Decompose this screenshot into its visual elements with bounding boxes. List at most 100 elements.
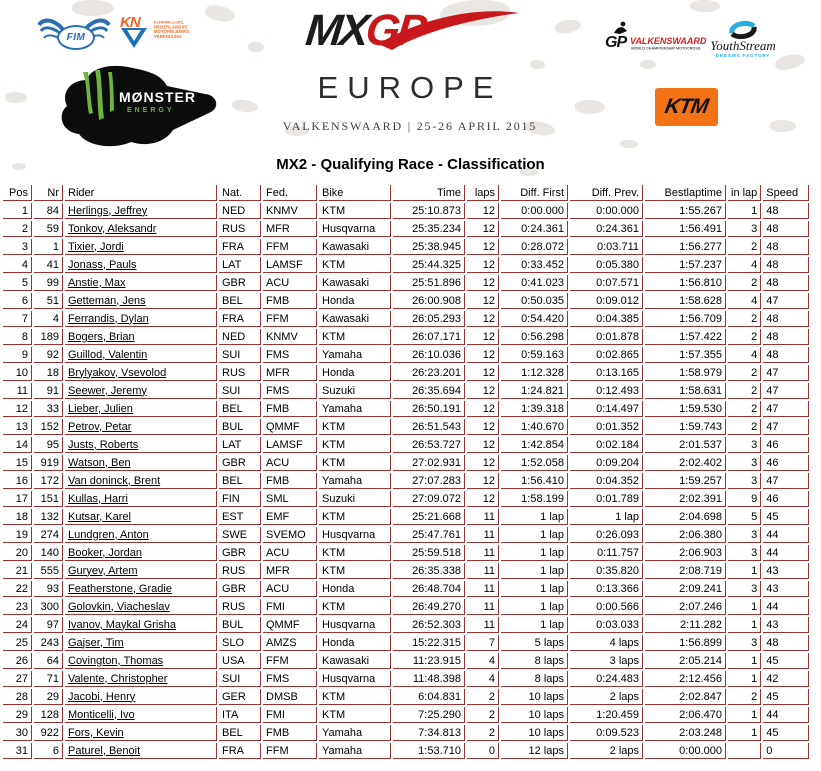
cell-bestlaptime: 2:01.537	[645, 437, 726, 453]
cell-nr: 189	[34, 329, 63, 345]
table-row: 4 41 Jonass, Pauls LAT LAMSF KTM 25:44.325 12 0:…	[3, 257, 810, 273]
cell-fed: ACU	[263, 581, 317, 597]
cell-diff-prev: 0:26.093	[570, 527, 643, 543]
cell-bestlaptime: 2:11.282	[645, 617, 726, 633]
column-header-bike: Bike	[319, 185, 391, 201]
cell-rider[interactable]: Monticelli, Ivo	[65, 707, 217, 723]
cell-rider[interactable]: Gajser, Tim	[65, 635, 217, 651]
cell-speed: 0	[763, 743, 810, 759]
ktm-logo-icon: KTM	[655, 88, 718, 126]
cell-rider[interactable]: Brylyakov, Vsevolod	[65, 365, 217, 381]
cell-bestlaptime: 2:12.456	[645, 671, 726, 687]
cell-nr: 274	[34, 527, 63, 543]
cell-bike: KTM	[319, 545, 391, 561]
cell-rider[interactable]: Ferrandis, Dylan	[65, 311, 217, 327]
cell-diff-prev: 0:13.366	[570, 581, 643, 597]
cell-rider[interactable]: Jacobi, Henry	[65, 689, 217, 705]
cell-bike: Suzuki	[319, 383, 391, 399]
table-row: 1 84 Herlings, Jeffrey NED KNMV KTM 25:10.873 1…	[3, 203, 810, 219]
cell-time: 25:35.234	[393, 221, 465, 237]
cell-fed: FMS	[263, 383, 317, 399]
cell-rider[interactable]: Tonkov, Aleksandr	[65, 221, 217, 237]
column-header-rider: Rider	[65, 185, 217, 201]
cell-time: 26:50.191	[393, 401, 465, 417]
cell-rider[interactable]: Herlings, Jeffrey	[65, 203, 217, 219]
cell-bike: KTM	[319, 707, 391, 723]
cell-rider[interactable]: Kutsar, Karel	[65, 509, 217, 525]
cell-rider[interactable]: Covington, Thomas	[65, 653, 217, 669]
cell-laps: 12	[467, 419, 499, 435]
cell-rider[interactable]: Petrov, Petar	[65, 419, 217, 435]
cell-rider[interactable]: Ivanov, Maykal Grisha	[65, 617, 217, 633]
cell-laps: 12	[467, 347, 499, 363]
cell-pos: 8	[3, 329, 32, 345]
cell-nr: 93	[34, 581, 63, 597]
cell-rider[interactable]: Getteman, Jens	[65, 293, 217, 309]
cell-nr: 128	[34, 707, 63, 723]
cell-rider[interactable]: Van doninck, Brent	[65, 473, 217, 489]
cell-speed: 47	[763, 383, 810, 399]
cell-rider[interactable]: Anstie, Max	[65, 275, 217, 291]
cell-nat: ITA	[219, 707, 261, 723]
cell-diff-first: 0:24.361	[501, 221, 568, 237]
cell-rider[interactable]: Booker, Jordan	[65, 545, 217, 561]
series-title: EUROPE	[317, 70, 503, 105]
cell-rider[interactable]: Watson, Ben	[65, 455, 217, 471]
cell-bestlaptime: 1:55.267	[645, 203, 726, 219]
column-header-time: Time	[393, 185, 465, 201]
cell-diff-prev: 4 laps	[570, 635, 643, 651]
cell-in-lap: 2	[728, 419, 762, 435]
cell-time: 26:35.338	[393, 563, 465, 579]
cell-rider[interactable]: Lundgren, Anton	[65, 527, 217, 543]
cell-fed: FMS	[263, 671, 317, 687]
cell-bestlaptime: 2:08.719	[645, 563, 726, 579]
cell-rider[interactable]: Golovkin, Viacheslav	[65, 599, 217, 615]
cell-rider[interactable]: Kullas, Harri	[65, 491, 217, 507]
cell-rider[interactable]: Seewer, Jeremy	[65, 383, 217, 399]
cell-rider[interactable]: Lieber, Julien	[65, 401, 217, 417]
cell-nat: SUI	[219, 383, 261, 399]
knmv-logo-icon: KN KONINKLIJKE NEDERLANDSE MOTORRIJDERS …	[118, 12, 210, 60]
cell-fed: SML	[263, 491, 317, 507]
cell-diff-prev: 0:05.380	[570, 257, 643, 273]
cell-pos: 9	[3, 347, 32, 363]
cell-nat: SLO	[219, 635, 261, 651]
cell-pos: 20	[3, 545, 32, 561]
cell-diff-prev: 0:00.566	[570, 599, 643, 615]
cell-rider[interactable]: Featherstone, Gradie	[65, 581, 217, 597]
cell-fed: LAMSF	[263, 437, 317, 453]
cell-nr: 151	[34, 491, 63, 507]
cell-time: 26:10.036	[393, 347, 465, 363]
cell-time: 25:47.761	[393, 527, 465, 543]
cell-rider[interactable]: Justs, Roberts	[65, 437, 217, 453]
cell-rider[interactable]: Guryev, Artem	[65, 563, 217, 579]
cell-time: 26:53.727	[393, 437, 465, 453]
cell-rider[interactable]: Valente, Christopher	[65, 671, 217, 687]
cell-time: 15:22.315	[393, 635, 465, 651]
cell-rider[interactable]: Fors, Kevin	[65, 725, 217, 741]
cell-pos: 5	[3, 275, 32, 291]
cell-rider[interactable]: Bogers, Brian	[65, 329, 217, 345]
cell-bestlaptime: 2:05.214	[645, 653, 726, 669]
cell-bestlaptime: 1:56.491	[645, 221, 726, 237]
cell-nr: 1	[34, 239, 63, 255]
cell-rider[interactable]: Tixier, Jordi	[65, 239, 217, 255]
cell-nr: 95	[34, 437, 63, 453]
cell-rider[interactable]: Guillod, Valentin	[65, 347, 217, 363]
cell-bestlaptime: 2:06.380	[645, 527, 726, 543]
cell-bike: Husqvarna	[319, 617, 391, 633]
cell-diff-prev: 0:00.000	[570, 203, 643, 219]
cell-speed: 46	[763, 437, 810, 453]
cell-time: 1:53.710	[393, 743, 465, 759]
cell-diff-prev: 0:04.352	[570, 473, 643, 489]
cell-time: 26:51.543	[393, 419, 465, 435]
cell-nat: RUS	[219, 365, 261, 381]
cell-rider[interactable]: Jonass, Pauls	[65, 257, 217, 273]
cell-rider[interactable]: Paturel, Benoit	[65, 743, 217, 759]
cell-nr: 18	[34, 365, 63, 381]
cell-nr: 99	[34, 275, 63, 291]
fim-logo-icon: FIM	[36, 13, 112, 57]
cell-laps: 12	[467, 311, 499, 327]
cell-nr: 64	[34, 653, 63, 669]
event-line: VALKENSWAARD | 25-26 APRIL 2015	[282, 119, 538, 133]
